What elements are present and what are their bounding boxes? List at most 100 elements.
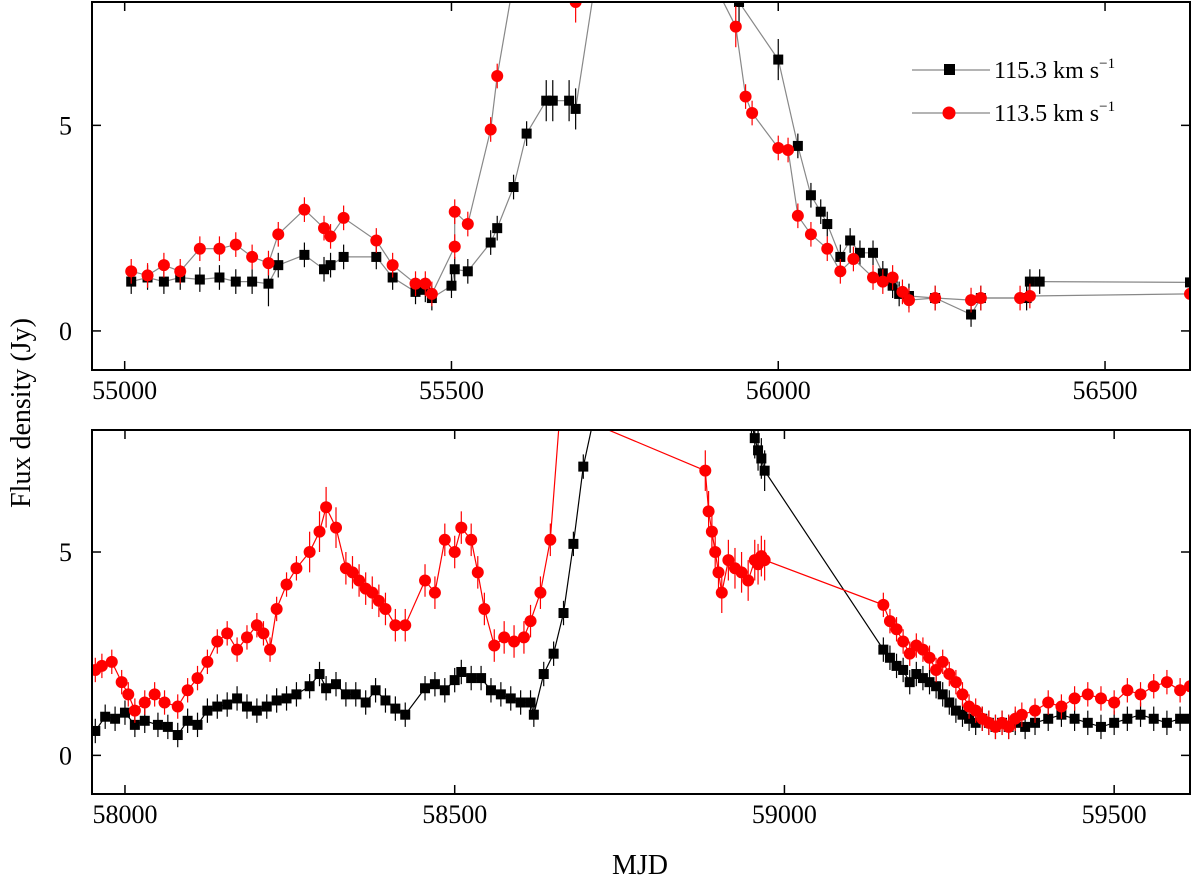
bottom-black-data-point — [182, 715, 193, 726]
top-black-data-point — [462, 266, 473, 277]
bottom-black-data-point — [525, 697, 536, 708]
top-red-data-point — [461, 218, 474, 231]
bottom-black-data-point — [505, 693, 516, 704]
bottom-red-data-point — [95, 659, 108, 672]
top-black-data-point — [564, 95, 575, 106]
bottom-black-data-point — [119, 707, 130, 718]
bottom-black-data-point — [917, 673, 928, 684]
top-red-data-point — [1023, 289, 1036, 302]
bottom-black-data-point — [212, 701, 223, 712]
top-red-data-point — [867, 271, 880, 284]
bottom-red-data-point — [1002, 720, 1015, 733]
top-panel: 55000 55500 56000 56500 0 5 — [59, 1, 1191, 405]
bottom-red-data-point — [428, 586, 441, 599]
bottom-red-data-point — [1108, 696, 1121, 709]
bottom-black-data-point — [281, 693, 292, 704]
bottom-red-data-point — [709, 546, 722, 559]
bottom-red-data-point — [303, 546, 316, 559]
top-black-data-point — [263, 278, 274, 289]
top-xtick-label: 56000 — [746, 376, 811, 405]
top-red-data-point — [337, 211, 350, 224]
bottom-red-data-point — [923, 651, 936, 664]
top-red-data-point — [886, 271, 899, 284]
bottom-black-data-point — [291, 689, 302, 700]
bottom-red-data-point — [742, 574, 755, 587]
top-red-data-point — [174, 265, 187, 278]
bottom-red-series-line — [94, 430, 1190, 728]
bottom-red-data-point — [712, 566, 725, 579]
top-black-data-point — [734, 2, 745, 7]
bottom-black-data-point — [202, 705, 213, 716]
top-black-data-point — [792, 140, 803, 151]
top-xtick-label: 55500 — [419, 376, 484, 405]
legend-marker-113 — [942, 106, 956, 120]
top-red-data-point — [370, 234, 383, 247]
top-black-data-point — [325, 260, 336, 271]
y-axis-title: Flux density (Jy) — [6, 318, 37, 508]
bottom-black-data-point — [1135, 709, 1146, 720]
bottom-red-data-point — [181, 684, 194, 697]
bottom-black-data-point — [321, 683, 332, 694]
bottom-black-data-point — [390, 703, 401, 714]
bottom-black-data-point — [271, 695, 282, 706]
bottom-red-data-point — [250, 619, 263, 632]
bottom-black-data-point — [485, 685, 496, 696]
top-red-data-point — [125, 265, 138, 278]
top-black-data-point — [247, 276, 258, 287]
bottom-black-data-point — [304, 681, 315, 692]
bottom-red-data-point — [956, 688, 969, 701]
top-black-data-point — [1024, 276, 1035, 287]
bottom-black-data-point — [261, 701, 272, 712]
bottom-red-data-point — [943, 668, 956, 681]
bottom-red-data-point — [379, 602, 392, 615]
bottom-black-data-point — [152, 719, 163, 730]
bottom-xtick-label: 59500 — [1082, 800, 1147, 829]
bottom-red-data-point — [1174, 684, 1187, 697]
bottom-black-data-point — [340, 689, 351, 700]
top-black-data-point — [835, 251, 846, 262]
top-black-data-point — [854, 247, 865, 258]
top-black-data-point — [371, 251, 382, 262]
bottom-red-data-point — [115, 676, 128, 689]
top-black-data-point — [773, 54, 784, 65]
bottom-red-data-point — [270, 602, 283, 615]
bottom-black-data-point — [950, 705, 961, 716]
top-red-data-point — [324, 230, 337, 243]
bottom-ytick-label: 0 — [59, 741, 72, 770]
bottom-red-data-point — [488, 639, 501, 652]
bottom-black-data-point — [568, 538, 579, 549]
bottom-plot-area — [92, 401, 1190, 748]
bottom-red-data-point — [1121, 684, 1134, 697]
top-black-data-point — [492, 223, 503, 234]
top-ytick-label: 5 — [59, 111, 72, 140]
bottom-red-data-point — [554, 404, 566, 416]
bottom-black-data-point — [591, 401, 601, 411]
bottom-xtick-label: 58500 — [422, 800, 487, 829]
top-red-data-point — [729, 20, 742, 33]
bottom-black-data-point — [360, 697, 371, 708]
top-red-data-point — [246, 250, 259, 263]
bottom-black-data-point — [891, 660, 902, 671]
bottom-red-data-point — [544, 533, 557, 546]
legend: 115.3 km s−1 113.5 km s−1 — [912, 56, 1115, 127]
top-black-data-point — [570, 103, 581, 114]
bottom-black-data-point — [420, 683, 431, 694]
top-red-data-point — [448, 240, 461, 253]
bottom-black-series-line — [94, 430, 1190, 736]
bottom-red-data-point — [455, 521, 468, 534]
top-red-data-point — [896, 285, 909, 298]
bottom-black-data-point — [746, 417, 756, 427]
bottom-black-data-point — [1095, 721, 1106, 732]
bottom-black-data-point — [439, 685, 450, 696]
top-black-data-point — [815, 206, 826, 217]
bottom-red-data-point — [330, 521, 342, 534]
bottom-axes: 58000 58500 59000 59500 0 5 — [59, 430, 1190, 829]
bottom-red-data-point — [105, 655, 118, 668]
top-red-data-point — [929, 292, 942, 305]
bottom-black-data-point — [222, 699, 233, 710]
bottom-red-data-point — [313, 525, 326, 538]
top-red-data-point — [821, 242, 834, 255]
bottom-black-data-point — [314, 669, 325, 680]
bottom-black-data-point — [1020, 721, 1031, 732]
top-red-data-point — [157, 259, 170, 272]
